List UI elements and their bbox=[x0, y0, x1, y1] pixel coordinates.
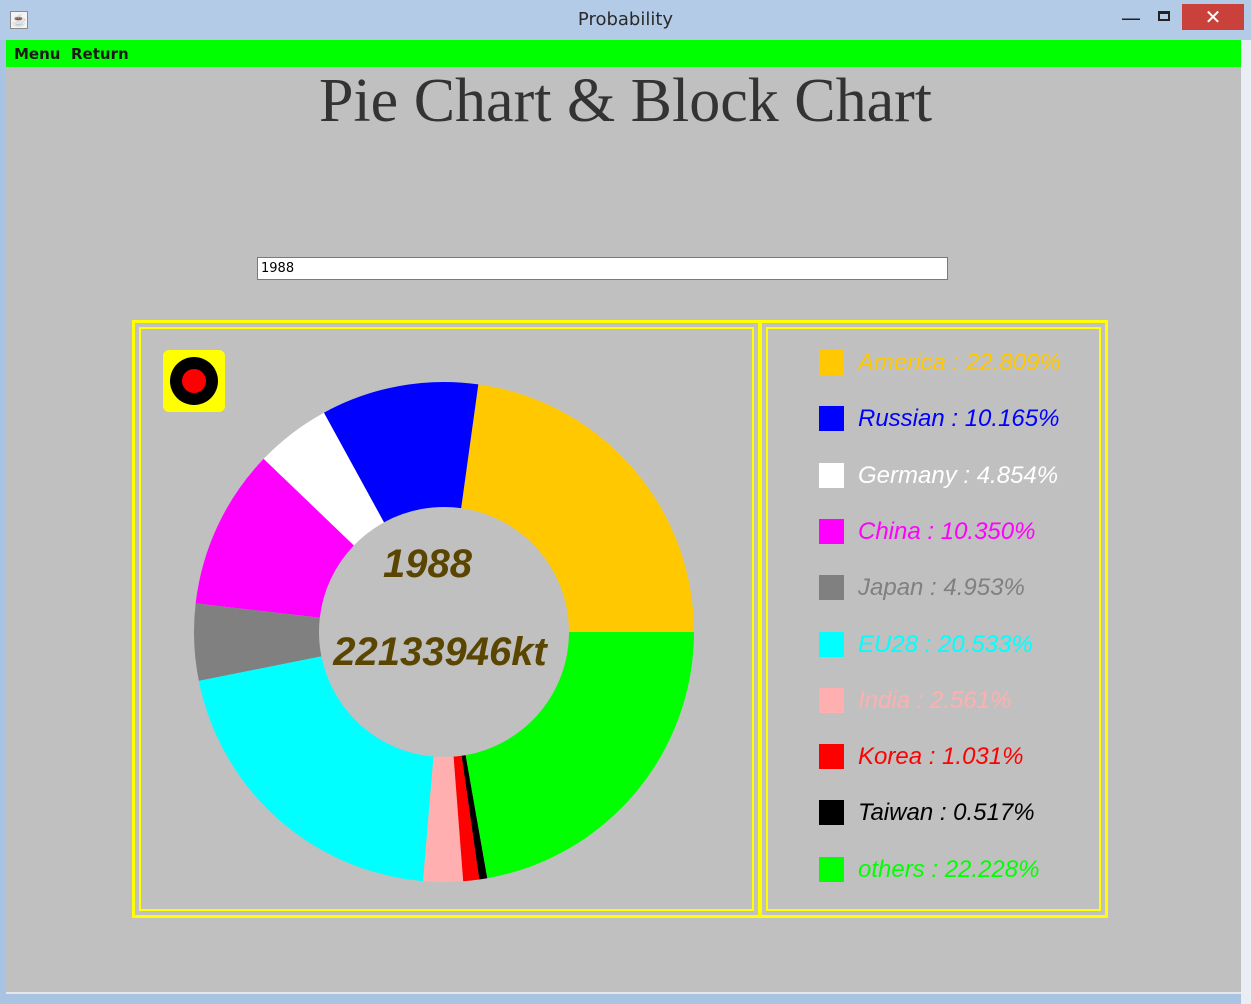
pie-slice-others bbox=[465, 632, 694, 879]
pie-slice-korea bbox=[453, 755, 480, 882]
legend-swatch bbox=[819, 518, 844, 544]
legend-label: others : 22.228% bbox=[858, 855, 1040, 883]
legend-label: EU28 : 20.533% bbox=[858, 630, 1033, 658]
legend-label: Korea : 1.031% bbox=[858, 743, 1024, 771]
window-right-edge bbox=[1241, 40, 1251, 1004]
window-title: Probability bbox=[577, 9, 674, 30]
legend-swatch bbox=[819, 744, 844, 770]
legend-item: EU28 : 20.533% bbox=[819, 631, 1089, 659]
maximize-icon bbox=[1158, 11, 1170, 21]
legend-swatch bbox=[819, 462, 844, 488]
page-title: Pie Chart & Block Chart bbox=[318, 67, 933, 135]
pie-slice-germany bbox=[263, 412, 384, 546]
legend-label: Russian : 10.165% bbox=[858, 405, 1060, 433]
legend-label: China : 10.350% bbox=[858, 517, 1036, 545]
menu-item-return[interactable]: Return bbox=[71, 45, 129, 63]
legend-swatch bbox=[819, 631, 844, 657]
title-bar[interactable]: ☕ Probability — ✕ bbox=[0, 0, 1251, 40]
legend-item: Germany : 4.854% bbox=[819, 462, 1089, 490]
minimize-button[interactable]: — bbox=[1121, 6, 1141, 30]
legend-swatch bbox=[819, 800, 844, 826]
menu-item-menu[interactable]: Menu bbox=[14, 45, 61, 63]
legend-swatch bbox=[819, 575, 844, 601]
menu-bar: Menu Return bbox=[6, 40, 1241, 67]
legend-swatch bbox=[819, 687, 844, 713]
legend-item: Japan : 4.953% bbox=[819, 574, 1089, 602]
legend-swatch bbox=[819, 406, 844, 432]
center-year-label: 1988 bbox=[383, 542, 472, 586]
legend-item: others : 22.228% bbox=[819, 856, 1089, 884]
pie-slice-eu28 bbox=[198, 656, 434, 882]
legend-label: Germany : 4.854% bbox=[858, 461, 1059, 489]
legend-item: Taiwan : 0.517% bbox=[819, 799, 1089, 827]
record-button[interactable] bbox=[163, 350, 225, 412]
legend-item: Korea : 1.031% bbox=[819, 743, 1089, 771]
legend-item: America : 22.809% bbox=[819, 349, 1089, 377]
maximize-button[interactable] bbox=[1150, 4, 1180, 30]
record-dot-icon bbox=[182, 369, 206, 393]
close-button[interactable]: ✕ bbox=[1182, 4, 1244, 30]
legend-label: Taiwan : 0.517% bbox=[858, 799, 1035, 827]
legend-label: America : 22.809% bbox=[858, 349, 1061, 376]
pie-slice-russian bbox=[323, 382, 479, 523]
legend-label: India : 2.561% bbox=[858, 686, 1012, 714]
year-input[interactable] bbox=[257, 257, 948, 280]
legend-swatch bbox=[819, 856, 844, 882]
legend-item: China : 10.350% bbox=[819, 518, 1089, 546]
pie-slice-japan bbox=[194, 603, 322, 681]
bottom-border bbox=[6, 992, 1241, 994]
pie-slice-taiwan bbox=[461, 755, 488, 880]
java-coffee-icon: ☕ bbox=[10, 11, 28, 29]
legend-panel bbox=[759, 320, 1108, 918]
legend-swatch bbox=[819, 350, 844, 375]
legend-label: Japan : 4.953% bbox=[858, 574, 1025, 602]
legend-item: India : 2.561% bbox=[819, 687, 1089, 715]
center-total-label: 22133946kt bbox=[333, 630, 547, 674]
pie-slice-america bbox=[461, 384, 694, 632]
pie-slice-india bbox=[423, 756, 464, 882]
legend-item: Russian : 10.165% bbox=[819, 405, 1089, 433]
pie-slice-china bbox=[195, 458, 354, 618]
